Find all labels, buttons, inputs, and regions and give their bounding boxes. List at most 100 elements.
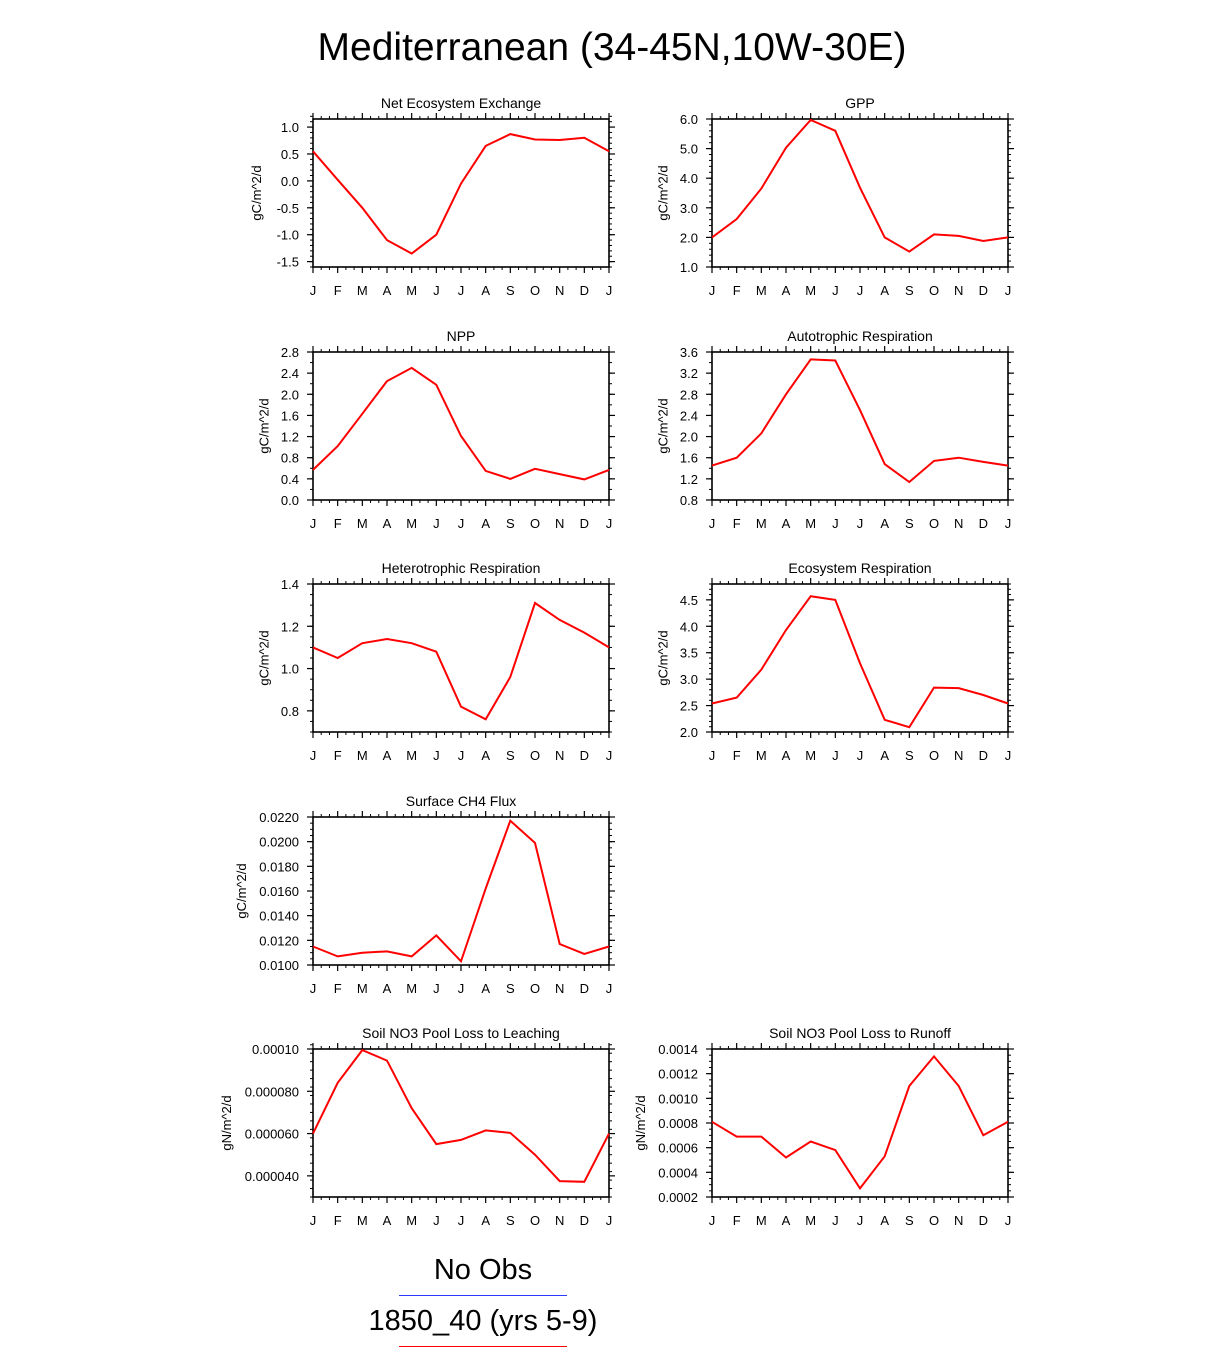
x-tick-label: S (905, 516, 914, 531)
y-axis-label: gC/m^2/d (656, 165, 671, 220)
y-tick-label: 0.0160 (259, 884, 299, 899)
chart-title: Heterotrophic Respiration (382, 560, 541, 576)
y-tick-label: -0.5 (277, 201, 299, 216)
y-axis-label: gC/m^2/d (249, 165, 264, 220)
x-tick-label: J (1005, 283, 1012, 298)
x-tick-label: N (954, 1213, 963, 1228)
y-tick-label: 0.000080 (245, 1084, 299, 1099)
x-tick-label: N (555, 748, 564, 763)
y-tick-label: 4.0 (680, 619, 698, 634)
x-tick-label: M (357, 516, 368, 531)
chart-panel: J F M A M J J A S O N D J0.00140.00120.00100.00080.0… (633, 1025, 1014, 1228)
x-tick-label: J (857, 283, 864, 298)
y-tick-label: 0.00010 (252, 1042, 299, 1057)
x-tick-label: J (310, 981, 317, 996)
x-tick-label: A (383, 1213, 392, 1228)
y-tick-label: 0.0 (281, 174, 299, 189)
x-tick-label: J (709, 1213, 716, 1228)
y-tick-label: 3.0 (680, 672, 698, 687)
x-tick-label: J (709, 748, 716, 763)
x-tick-label: J (857, 748, 864, 763)
x-tick-label: S (506, 1213, 515, 1228)
x-tick-label: O (530, 283, 540, 298)
x-tick-label: J (606, 1213, 613, 1228)
plot-frame (711, 583, 1009, 733)
x-tick-label: N (555, 516, 564, 531)
x-tick-label: M (357, 981, 368, 996)
series-line (312, 133, 610, 255)
y-tick-label: 2.0 (680, 725, 698, 740)
x-tick-label: J (310, 283, 317, 298)
x-tick-label: S (506, 981, 515, 996)
x-tick-label: S (905, 283, 914, 298)
x-tick-label: A (383, 981, 392, 996)
x-tick-label: J (458, 1213, 465, 1228)
series-line (711, 1054, 1009, 1191)
x-tick-label: J (832, 283, 839, 298)
legend-label: No Obs (433, 1254, 533, 1286)
series-line (711, 118, 1009, 253)
y-tick-label: 4.5 (680, 593, 698, 608)
legend-line (399, 1295, 567, 1296)
y-tick-label: 5.0 (680, 142, 698, 157)
plot-frame (711, 118, 1009, 268)
series-line (312, 1048, 610, 1183)
y-tick-label: 0.0012 (658, 1067, 698, 1082)
x-tick-label: M (406, 516, 417, 531)
x-tick-label: J (458, 283, 465, 298)
y-tick-label: 1.2 (680, 472, 698, 487)
y-tick-label: 2.0 (680, 230, 698, 245)
x-tick-label: A (782, 283, 791, 298)
chart-title: Soil NO3 Pool Loss to Runoff (769, 1025, 951, 1041)
y-tick-label: 0.000040 (245, 1169, 299, 1184)
x-tick-label: D (979, 1213, 988, 1228)
y-tick-label: 0.0006 (658, 1141, 698, 1156)
x-tick-label: A (782, 516, 791, 531)
chart-panel: J F M A M J J A S O N D J0.02200.02000.01800.01600.0… (234, 793, 615, 996)
y-tick-label: 0.0002 (658, 1190, 698, 1205)
x-tick-label: M (756, 1213, 767, 1228)
x-tick-label: F (733, 283, 741, 298)
x-tick-label: O (929, 283, 939, 298)
x-tick-label: N (954, 748, 963, 763)
y-axis-label: gN/m^2/d (633, 1095, 648, 1150)
x-tick-label: N (954, 516, 963, 531)
chart-panel: J F M A M J J A S O N D J6.05.04.03.02.01.0GPPgC/m^2… (656, 95, 1014, 298)
x-tick-label: J (458, 981, 465, 996)
x-tick-label: M (406, 1213, 417, 1228)
x-tick-label: J (458, 516, 465, 531)
x-tick-label: M (805, 748, 816, 763)
x-tick-label: A (880, 516, 889, 531)
y-tick-label: 0.0004 (658, 1165, 698, 1180)
y-axis-label: gC/m^2/d (257, 630, 272, 685)
chart-panel: J F M A M J J A S O N D J0.000100.0000800.0000600.00… (219, 1025, 615, 1228)
x-tick-label: D (580, 516, 589, 531)
y-tick-label: 1.2 (281, 619, 299, 634)
x-tick-label: F (733, 516, 741, 531)
series-line (312, 366, 610, 481)
x-tick-label: S (905, 748, 914, 763)
chart-panel: J F M A M J J A S O N D J3.63.22.82.42.01.61.20.8Aut… (656, 328, 1014, 531)
y-tick-label: 0.0180 (259, 859, 299, 874)
y-tick-label: 0.8 (281, 704, 299, 719)
legend-item-model: 1850_40 (yrs 5-9) (330, 1305, 636, 1347)
series-line (711, 358, 1009, 484)
x-tick-label: A (383, 516, 392, 531)
plot-frame (312, 816, 610, 966)
y-axis-label: gC/m^2/d (656, 630, 671, 685)
x-tick-label: J (832, 1213, 839, 1228)
x-tick-label: F (334, 981, 342, 996)
y-tick-label: 2.4 (680, 408, 698, 423)
x-tick-label: A (481, 748, 490, 763)
plot-frame (312, 351, 610, 501)
x-tick-label: J (433, 981, 440, 996)
x-tick-label: J (832, 516, 839, 531)
x-tick-label: M (756, 283, 767, 298)
x-tick-label: O (530, 981, 540, 996)
chart-title: Net Ecosystem Exchange (381, 95, 542, 111)
x-tick-label: J (433, 748, 440, 763)
x-tick-label: D (979, 283, 988, 298)
y-tick-label: 4.0 (680, 171, 698, 186)
x-tick-label: O (929, 516, 939, 531)
x-tick-label: A (880, 283, 889, 298)
